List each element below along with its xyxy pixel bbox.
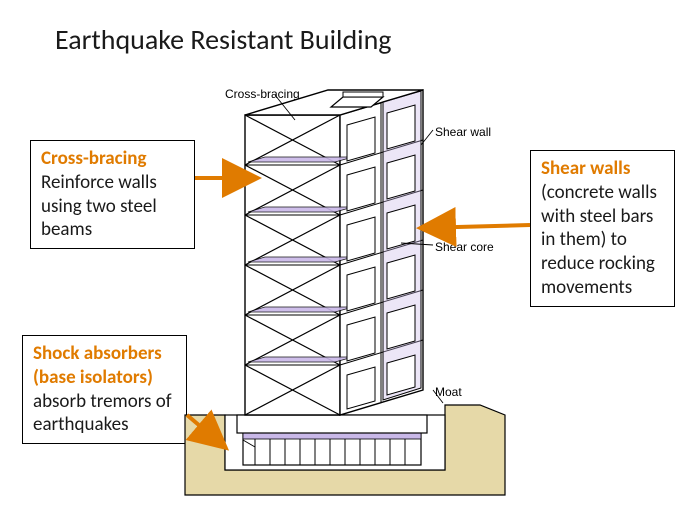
term-crossbracing: Cross-bracing [41,147,147,170]
body-crossbracing: Reinforce walls using two steel beams [41,171,157,242]
base-isolator-block [243,433,421,465]
building-diagram [175,75,515,515]
callout-crossbracing: Cross-bracing Reinforce walls using two … [30,140,195,249]
body-shock: absorb tremors of earthquakes [33,390,172,437]
side-face [340,91,423,409]
page-title: Earthquake Resistant Building [55,22,391,57]
term-shock: Shock absorbers (base isolators) [33,342,162,389]
building-tower [245,90,423,415]
callout-shock: Shock absorbers (base isolators) absorb … [22,335,187,444]
body-shearwalls: (concrete walls with steel bars in them)… [541,181,657,299]
callout-shearwalls: Shear walls (concrete walls with steel b… [530,150,675,307]
term-shearwalls: Shear walls [541,157,630,180]
